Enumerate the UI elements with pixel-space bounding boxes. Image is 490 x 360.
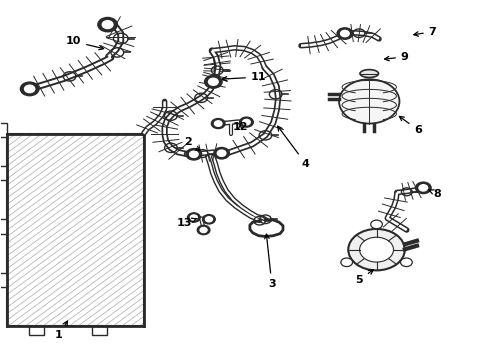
Circle shape — [197, 225, 210, 235]
Circle shape — [339, 79, 399, 123]
Circle shape — [202, 215, 215, 224]
Circle shape — [102, 21, 113, 28]
Text: 7: 7 — [414, 27, 437, 37]
Bar — [29, 327, 44, 336]
Circle shape — [371, 220, 382, 229]
Circle shape — [218, 150, 226, 156]
Circle shape — [348, 229, 405, 270]
Bar — [0, 219, 7, 234]
Circle shape — [21, 82, 39, 96]
Text: 2: 2 — [184, 138, 200, 150]
Circle shape — [205, 217, 213, 222]
Text: 12: 12 — [232, 122, 248, 132]
Bar — [0, 166, 7, 180]
Circle shape — [211, 118, 225, 129]
Circle shape — [214, 148, 229, 159]
Circle shape — [419, 185, 428, 191]
Circle shape — [240, 117, 253, 127]
Bar — [0, 273, 7, 287]
Text: 6: 6 — [399, 116, 422, 135]
Circle shape — [341, 30, 349, 37]
Text: 1: 1 — [55, 321, 68, 341]
Circle shape — [190, 151, 198, 157]
Bar — [93, 327, 107, 336]
Text: 10: 10 — [66, 36, 103, 50]
Text: 8: 8 — [428, 189, 441, 199]
Circle shape — [200, 228, 207, 233]
Circle shape — [24, 85, 35, 93]
Bar — [0, 123, 7, 137]
Circle shape — [188, 213, 200, 222]
Circle shape — [341, 258, 352, 267]
Circle shape — [215, 121, 222, 126]
Circle shape — [337, 28, 353, 39]
Text: 4: 4 — [278, 126, 310, 169]
Circle shape — [204, 75, 222, 88]
Ellipse shape — [360, 69, 378, 77]
Circle shape — [400, 258, 412, 267]
Circle shape — [209, 78, 218, 85]
Circle shape — [190, 215, 197, 220]
Text: 9: 9 — [385, 52, 409, 62]
Circle shape — [243, 120, 250, 125]
Text: 13: 13 — [176, 218, 197, 228]
Circle shape — [98, 18, 117, 32]
Bar — [7, 134, 144, 327]
Text: 3: 3 — [265, 234, 275, 289]
Circle shape — [360, 237, 393, 262]
Circle shape — [416, 182, 431, 194]
Text: 5: 5 — [356, 270, 373, 285]
Text: 11: 11 — [222, 72, 267, 82]
Circle shape — [186, 149, 202, 160]
